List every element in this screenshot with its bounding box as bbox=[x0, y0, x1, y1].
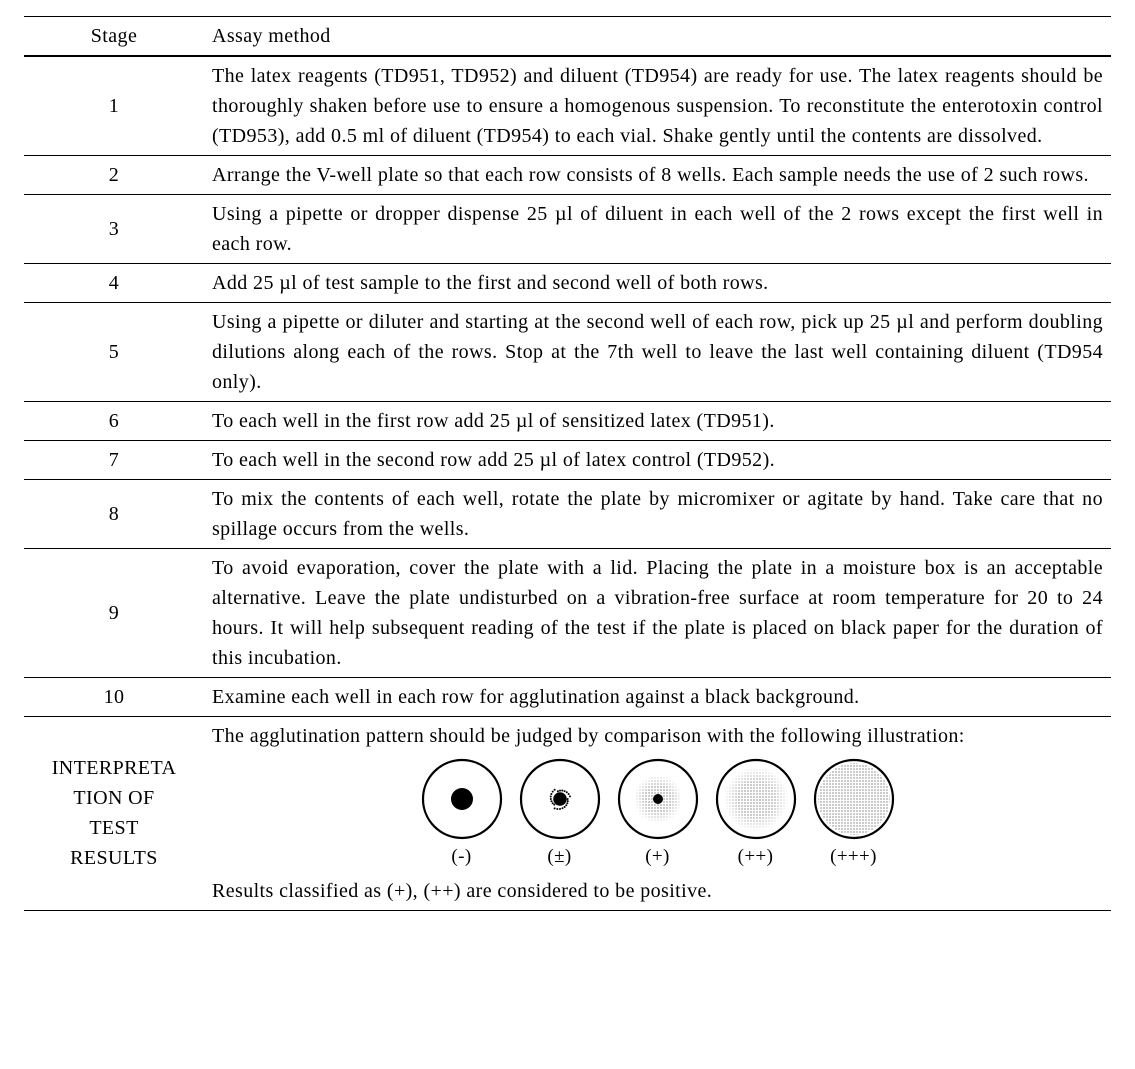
well-label: (+++) bbox=[830, 843, 877, 872]
well-label: (++) bbox=[738, 843, 774, 872]
stage-cell: 8 bbox=[24, 480, 204, 549]
interpretation-label: INTERPRETATION OFTESTRESULTS bbox=[24, 717, 204, 911]
agglutination-illustration: (-) (±) (+) (++) (+++) bbox=[212, 757, 1103, 872]
method-cell: Arrange the V-well plate so that each ro… bbox=[204, 156, 1111, 195]
interpretation-content: The agglutination pattern should be judg… bbox=[204, 717, 1111, 911]
well-diagram: (-) bbox=[416, 757, 508, 872]
method-cell: Using a pipette or diluter and starting … bbox=[204, 303, 1111, 402]
table-row: 6To each well in the first row add 25 µl… bbox=[24, 402, 1111, 441]
table-row: 5Using a pipette or diluter and starting… bbox=[24, 303, 1111, 402]
table-row: 9To avoid evaporation, cover the plate w… bbox=[24, 549, 1111, 678]
assay-method-table: Stage Assay method 1The latex reagents (… bbox=[24, 16, 1111, 911]
well-diagram: (±) bbox=[514, 757, 606, 872]
stage-cell: 9 bbox=[24, 549, 204, 678]
well-diagram: (+) bbox=[612, 757, 704, 872]
stage-cell: 5 bbox=[24, 303, 204, 402]
well-label: (±) bbox=[547, 843, 571, 872]
stage-cell: 1 bbox=[24, 57, 204, 156]
method-cell: Add 25 µl of test sample to the first an… bbox=[204, 264, 1111, 303]
interpretation-intro: The agglutination pattern should be judg… bbox=[212, 721, 1103, 751]
header-method: Assay method bbox=[204, 17, 1111, 56]
method-cell: To mix the contents of each well, rotate… bbox=[204, 480, 1111, 549]
method-cell: Examine each well in each row for agglut… bbox=[204, 678, 1111, 717]
table-row: 8To mix the contents of each well, rotat… bbox=[24, 480, 1111, 549]
interpretation-row: INTERPRETATION OFTESTRESULTS The agglutin… bbox=[24, 717, 1111, 911]
stage-cell: 10 bbox=[24, 678, 204, 717]
method-cell: To avoid evaporation, cover the plate wi… bbox=[204, 549, 1111, 678]
stage-cell: 7 bbox=[24, 441, 204, 480]
well-diagram: (+++) bbox=[808, 757, 900, 872]
stage-cell: 2 bbox=[24, 156, 204, 195]
table-row: 4Add 25 µl of test sample to the first a… bbox=[24, 264, 1111, 303]
method-cell: To each well in the second row add 25 µl… bbox=[204, 441, 1111, 480]
method-cell: Using a pipette or dropper dispense 25 µ… bbox=[204, 195, 1111, 264]
table-row: 7To each well in the second row add 25 µ… bbox=[24, 441, 1111, 480]
table-row: 2Arrange the V-well plate so that each r… bbox=[24, 156, 1111, 195]
stage-cell: 3 bbox=[24, 195, 204, 264]
table-row: 1The latex reagents (TD951, TD952) and d… bbox=[24, 57, 1111, 156]
well-label: (-) bbox=[451, 843, 471, 872]
well-label: (+) bbox=[645, 843, 670, 872]
method-cell: To each well in the first row add 25 µl … bbox=[204, 402, 1111, 441]
well-diagram: (++) bbox=[710, 757, 802, 872]
table-row: 10Examine each well in each row for aggl… bbox=[24, 678, 1111, 717]
table-row: 3Using a pipette or dropper dispense 25 … bbox=[24, 195, 1111, 264]
method-cell: The latex reagents (TD951, TD952) and di… bbox=[204, 57, 1111, 156]
header-stage: Stage bbox=[24, 17, 204, 56]
interpretation-footer: Results classified as (+), (++) are cons… bbox=[212, 876, 1103, 906]
stage-cell: 4 bbox=[24, 264, 204, 303]
stage-cell: 6 bbox=[24, 402, 204, 441]
